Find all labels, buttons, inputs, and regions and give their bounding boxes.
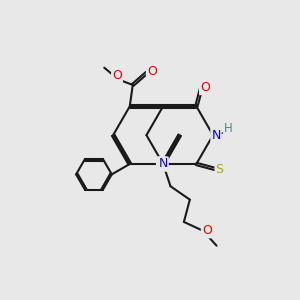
Text: O: O: [200, 81, 210, 94]
Text: O: O: [112, 70, 122, 83]
Text: O: O: [147, 65, 157, 78]
Text: N: N: [157, 158, 166, 170]
Text: N: N: [158, 158, 168, 170]
Text: S: S: [215, 163, 223, 176]
Text: N: N: [211, 129, 221, 142]
Text: O: O: [202, 224, 212, 237]
Text: H: H: [224, 122, 233, 134]
